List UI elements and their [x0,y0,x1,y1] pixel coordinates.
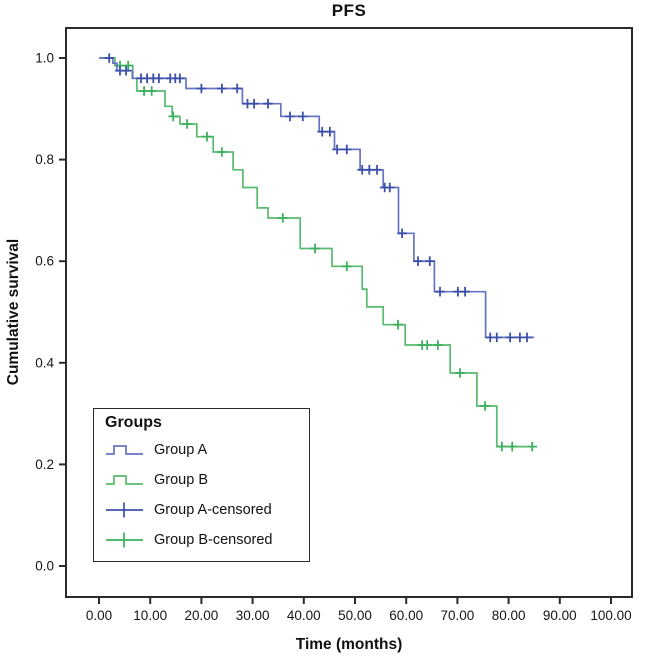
survival-curve-group-b [99,57,535,448]
group-b-censored-plus-icon [106,532,143,548]
legend-box: Groups Group A Group B Group A-censored [93,408,310,562]
y-tick-label: 0.0 [35,559,54,574]
y-axis-label: Cumulative survival [5,238,22,386]
x-tick-label: 90.00 [543,608,577,623]
x-tick-label: 0.00 [86,608,112,623]
y-tick-label: 0.2 [35,457,54,472]
group-a-censored-plus-icon [106,502,143,518]
legend-item-group-b: Group B [105,465,301,495]
x-tick-label: 50.00 [338,608,372,623]
x-tick-label: 100.00 [590,608,631,623]
chart-title: PFS [331,1,367,20]
x-tick-label: 60.00 [389,608,423,623]
y-tick-label: 0.4 [35,355,54,370]
legend-title: Groups [105,414,162,431]
legend-item-label: Group A [154,442,208,458]
censor-marks-group-b [115,60,537,452]
y-tick-label: 0.6 [35,254,54,269]
x-tick-label: 80.00 [492,608,526,623]
x-tick-label: 30.00 [236,608,270,623]
legend-item-label: Group B-censored [154,532,273,548]
legend-item-group-a: Group A [105,435,301,465]
y-tick-label: 0.8 [35,152,54,167]
x-axis-label: Time (months) [295,636,403,653]
legend-item-group-a-censored: Group A-censored [105,495,301,525]
censor-marks-group-a [104,53,532,343]
x-tick-label: 70.00 [441,608,475,623]
legend-item-group-b-censored: Group B-censored [105,525,301,555]
legend-item-label: Group B [154,472,208,488]
y-tick-label: 1.0 [35,51,54,66]
x-tick-label: 10.00 [133,608,167,623]
group-b-step-icon [106,475,143,485]
legend-item-label: Group A-censored [154,502,272,518]
group-a-step-icon [106,445,143,455]
x-tick-label: 40.00 [287,608,321,623]
x-tick-label: 20.00 [185,608,219,623]
